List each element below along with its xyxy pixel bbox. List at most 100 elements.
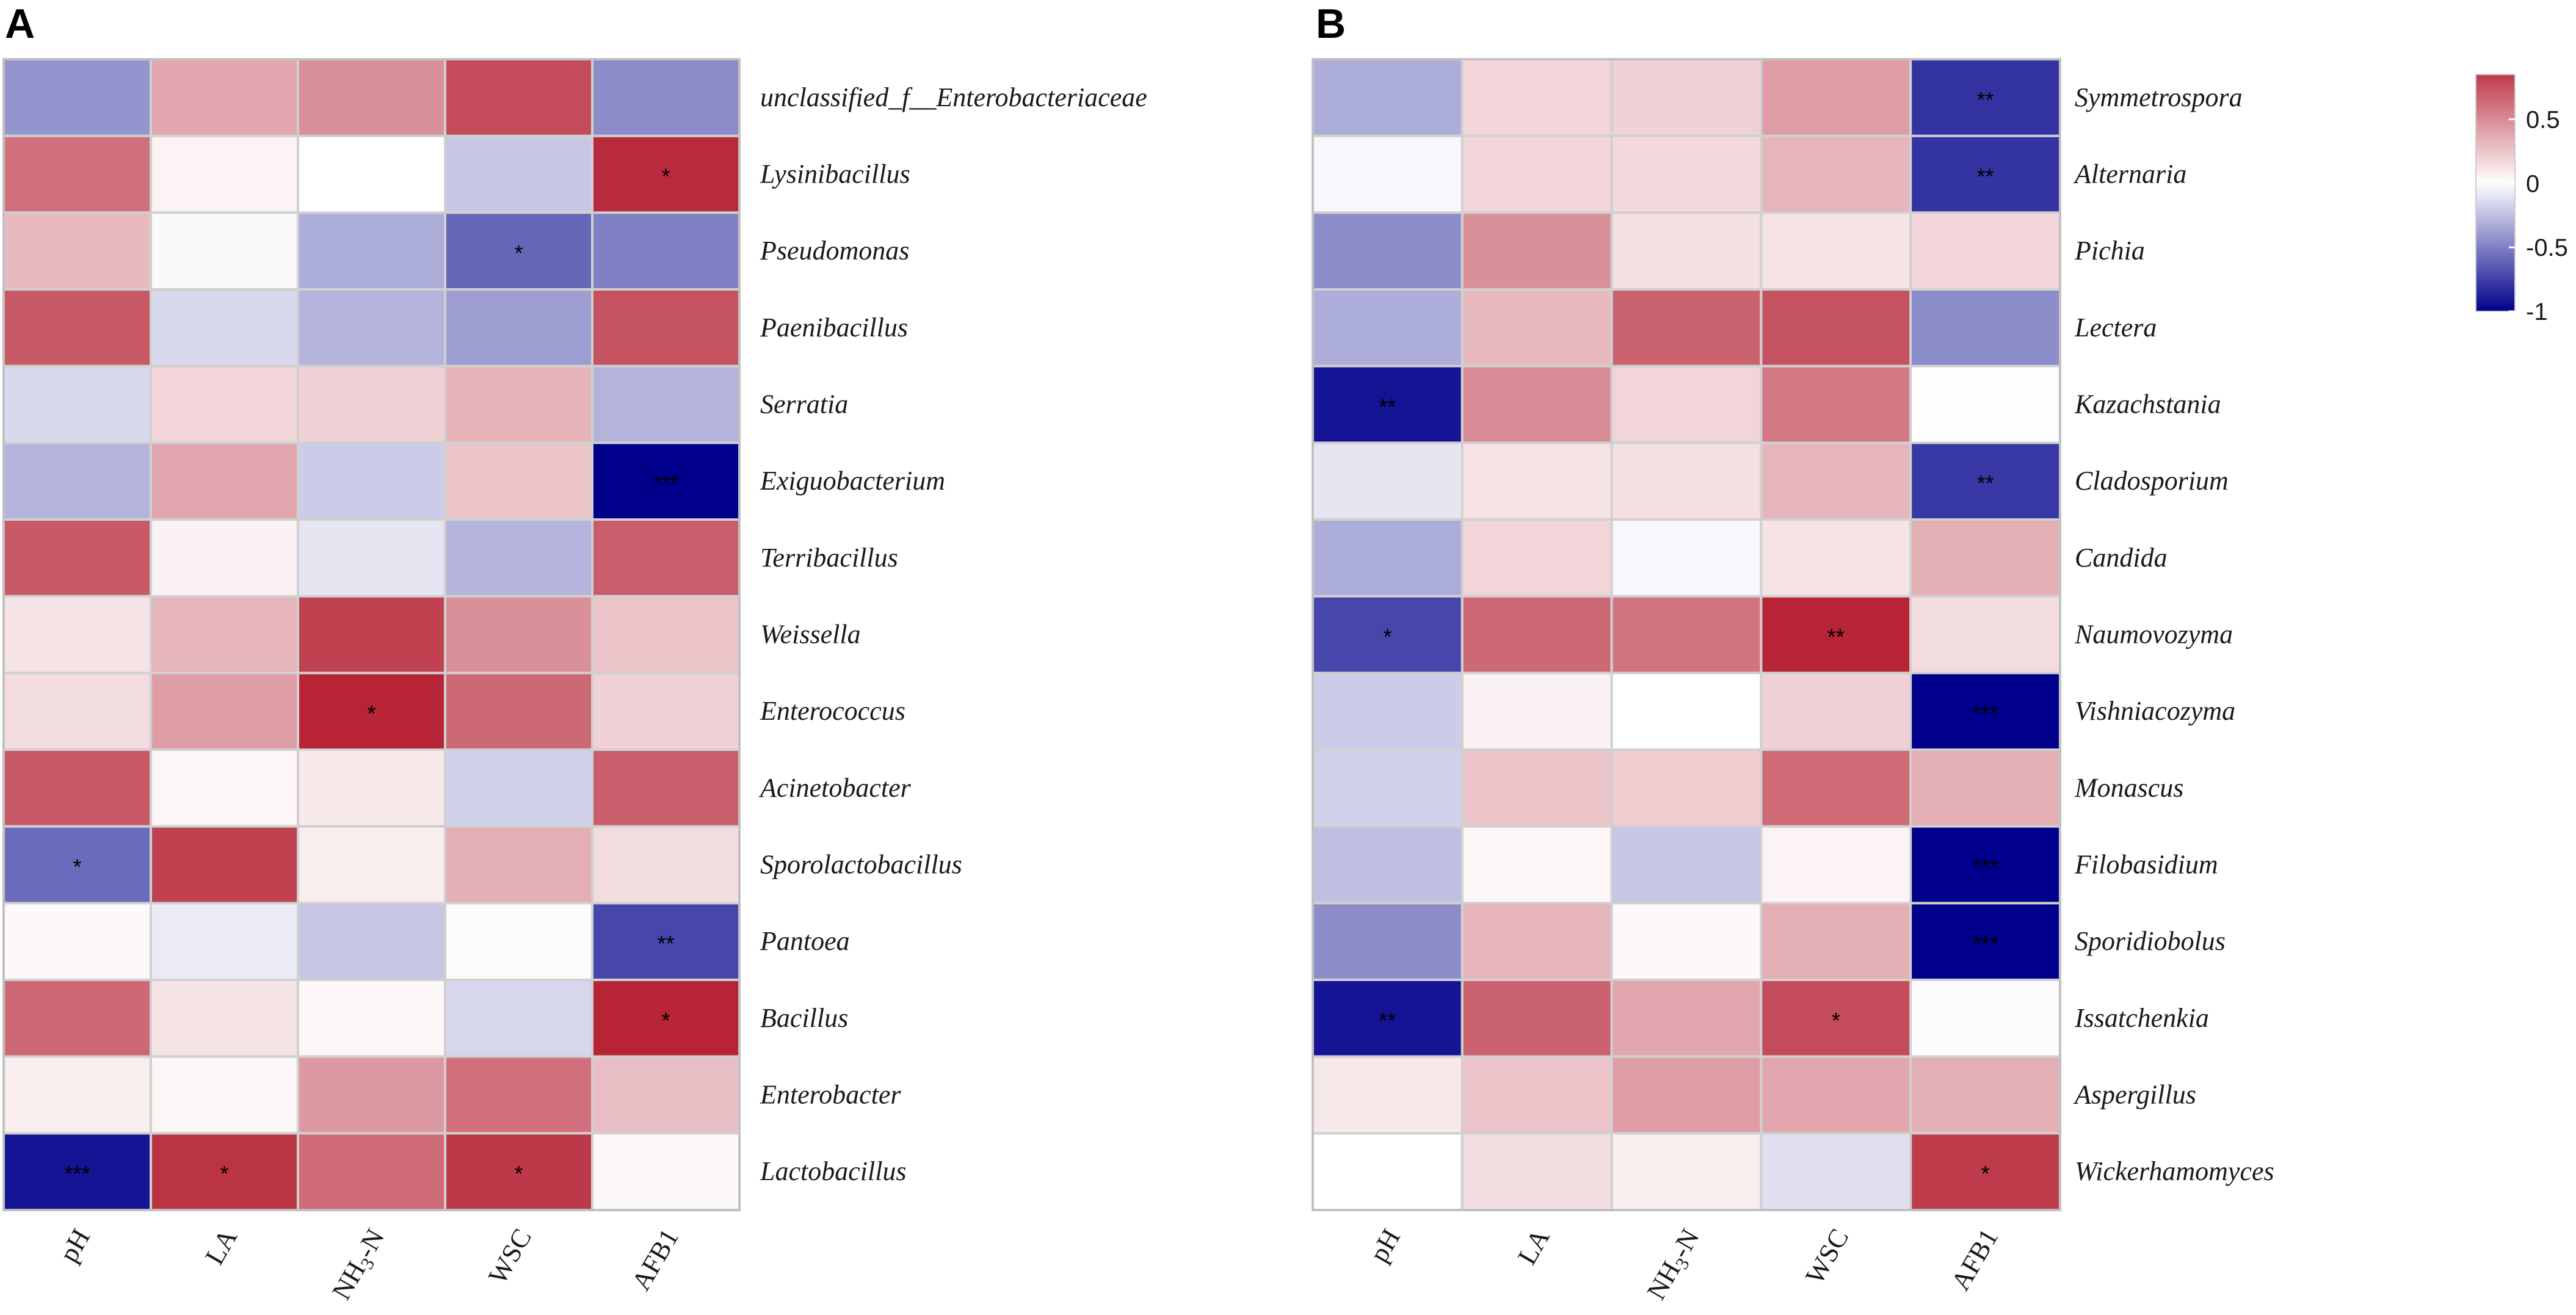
heatmap-cell-a-acinetobacter-afb1 [591, 748, 741, 828]
heatmap-cell-b-pichia-ph [1312, 211, 1464, 291]
row-label-a-terribacillus: Terribacillus [760, 543, 898, 573]
row-label-a-paenibacillus: Paenibacillus [760, 313, 908, 342]
significance-marker-a-lactobacillus-la: * [220, 1161, 228, 1186]
colorbar-tick-label: 0.5 [2526, 106, 2560, 133]
heatmap-cell-a-serratia-afb1 [591, 364, 741, 444]
heatmap-cell-a-enterobacter-ph [2, 1055, 152, 1135]
heatmap-cell-a-pseudomonas-wsc [444, 211, 593, 291]
heatmap-cell-a-unclassified-f-enterobacteriaceae-wsc [444, 58, 593, 137]
heatmap-cell-b-lectera-wsc [1760, 288, 1912, 368]
heatmap-cell-b-wickerhamomyces-nh3-n [1610, 1132, 1763, 1212]
heatmap-cell-a-enterobacter-wsc [444, 1055, 593, 1135]
heatmap-cell-b-sporidiobolus-nh3-n [1610, 902, 1763, 982]
heatmap-cell-b-alternaria-wsc [1760, 134, 1912, 214]
colorbar-tick-label: -1 [2526, 299, 2548, 325]
row-label-a-lysinibacillus: Lysinibacillus [760, 159, 910, 189]
heatmap-cell-a-acinetobacter-ph [2, 748, 152, 828]
column-label-a-nh3-n: NH3-N [326, 1224, 393, 1306]
heatmap-cell-b-symmetrospora-nh3-n [1610, 58, 1763, 137]
significance-marker-b-naumovozyma-ph: * [1383, 625, 1391, 650]
heatmap-cell-b-aspergillus-afb1 [1909, 1055, 2061, 1135]
heatmap-cell-b-vishniacozyma-nh3-n [1610, 672, 1763, 752]
heatmap-cell-b-pichia-la [1460, 211, 1613, 291]
heatmap-cell-b-vishniacozyma-afb1 [1909, 672, 2061, 752]
heatmap-cell-a-sporolactobacillus-la [150, 825, 299, 905]
row-label-b-wickerhamomyces: Wickerhamomyces [2075, 1156, 2274, 1186]
heatmap-cell-a-acinetobacter-nh3-n [297, 748, 446, 828]
heatmap-cell-b-kazachstania-afb1 [1909, 364, 2061, 444]
panel-b-label: B [1316, 1, 1346, 47]
heatmap-cell-a-exiguobacterium-la [150, 441, 299, 521]
column-label-b-la: LA [1512, 1223, 1556, 1269]
row-label-b-aspergillus: Aspergillus [2073, 1080, 2196, 1110]
heatmap-cell-b-vishniacozyma-la [1460, 672, 1613, 752]
heatmap-cell-a-exiguobacterium-nh3-n [297, 441, 446, 521]
row-label-b-kazachstania: Kazachstania [2074, 389, 2221, 419]
heatmap-cell-a-terribacillus-ph [2, 518, 152, 598]
heatmap-cell-a-lysinibacillus-ph [2, 134, 152, 214]
heatmap-cell-a-pseudomonas-afb1 [591, 211, 741, 291]
heatmap-cell-b-monascus-afb1 [1909, 748, 2061, 828]
heatmap-cell-b-alternaria-nh3-n [1610, 134, 1763, 214]
heatmap-cell-b-alternaria-ph [1312, 134, 1464, 214]
heatmap-cell-b-vishniacozyma-ph [1312, 672, 1464, 752]
heatmap-cell-a-unclassified-f-enterobacteriaceae-afb1 [591, 58, 741, 137]
heatmap-cell-b-filobasidium-nh3-n [1610, 825, 1763, 905]
row-label-a-pseudomonas: Pseudomonas [760, 236, 909, 266]
heatmap-cell-b-cladosporium-afb1 [1909, 441, 2061, 521]
heatmap-cell-b-wickerhamomyces-la [1460, 1132, 1613, 1212]
heatmap-cell-b-aspergillus-la [1460, 1055, 1613, 1135]
heatmap-cell-a-lysinibacillus-wsc [444, 134, 593, 214]
column-label-b-wsc: WSC [1799, 1224, 1854, 1289]
heatmap-cell-a-unclassified-f-enterobacteriaceae-ph [2, 58, 152, 137]
heatmap-cell-a-sporolactobacillus-nh3-n [297, 825, 446, 905]
heatmap-cell-b-naumovozyma-ph [1312, 595, 1464, 675]
row-label-a-bacillus: Bacillus [760, 1003, 848, 1033]
column-label-a-afb1: AFB1 [626, 1224, 684, 1296]
significance-marker-b-sporidiobolus-afb1: *** [1973, 931, 1998, 956]
colorbar-gradient [2475, 74, 2516, 312]
heatmap-cell-a-paenibacillus-la [150, 288, 299, 368]
heatmap-cell-a-lysinibacillus-afb1 [591, 134, 741, 214]
heatmap-cell-b-aspergillus-ph [1312, 1055, 1464, 1135]
heatmap-cell-b-pichia-afb1 [1909, 211, 2061, 291]
heatmap-cell-b-wickerhamomyces-ph [1312, 1132, 1464, 1212]
heatmap-cell-b-symmetrospora-ph [1312, 58, 1464, 137]
significance-marker-a-lysinibacillus-afb1: * [661, 164, 670, 189]
row-label-b-issatchenkia: Issatchenkia [2074, 1003, 2209, 1033]
heatmap-cell-b-symmetrospora-la [1460, 58, 1613, 137]
heatmap-cell-b-cladosporium-nh3-n [1610, 441, 1763, 521]
heatmap-cell-b-issatchenkia-nh3-n [1610, 979, 1763, 1058]
row-label-b-vishniacozyma: Vishniacozyma [2075, 696, 2235, 726]
heatmap-cell-b-wickerhamomyces-wsc [1760, 1132, 1912, 1212]
row-label-a-serratia: Serratia [760, 389, 848, 419]
heatmap-cell-b-aspergillus-nh3-n [1610, 1055, 1763, 1135]
significance-marker-b-naumovozyma-wsc: ** [1827, 625, 1845, 650]
significance-marker-b-alternaria-afb1: ** [1977, 164, 1994, 189]
heatmap-cell-a-enterococcus-la [150, 672, 299, 752]
row-label-b-filobasidium: Filobasidium [2074, 850, 2218, 880]
panel-a-heatmap: A ************* * * unclassified_f__Entero… [2, 1, 1147, 1306]
heatmap-cell-b-issatchenkia-la [1460, 979, 1613, 1058]
row-label-b-candida: Candida [2075, 543, 2168, 573]
column-label-a-la: LA [199, 1223, 243, 1269]
heatmap-cell-b-monascus-nh3-n [1610, 748, 1763, 828]
heatmap-cell-a-enterobacter-nh3-n [297, 1055, 446, 1135]
heatmap-cell-a-unclassified-f-enterobacteriaceae-la [150, 58, 299, 137]
heatmap-cell-b-lectera-la [1460, 288, 1613, 368]
heatmap-cell-b-cladosporium-la [1460, 441, 1613, 521]
heatmap-cell-a-exiguobacterium-ph [2, 441, 152, 521]
heatmap-cell-a-enterobacter-la [150, 1055, 299, 1135]
heatmap-cell-b-symmetrospora-wsc [1760, 58, 1912, 137]
heatmap-cell-b-filobasidium-ph [1312, 825, 1464, 905]
column-label-a-ph: pH [54, 1224, 96, 1267]
significance-marker-a-lactobacillus-ph: *** [64, 1161, 90, 1186]
colorbar-tick-label: -0.5 [2526, 234, 2568, 261]
heatmap-cell-a-weissella-wsc [444, 595, 593, 675]
heatmap-cell-a-weissella-afb1 [591, 595, 741, 675]
heatmap-cell-a-bacillus-nh3-n [297, 979, 446, 1058]
heatmap-cell-a-pantoea-nh3-n [297, 902, 446, 982]
heatmap-cell-b-naumovozyma-wsc [1760, 595, 1912, 675]
column-label-b-nh3-n: NH3-N [1641, 1224, 1708, 1306]
